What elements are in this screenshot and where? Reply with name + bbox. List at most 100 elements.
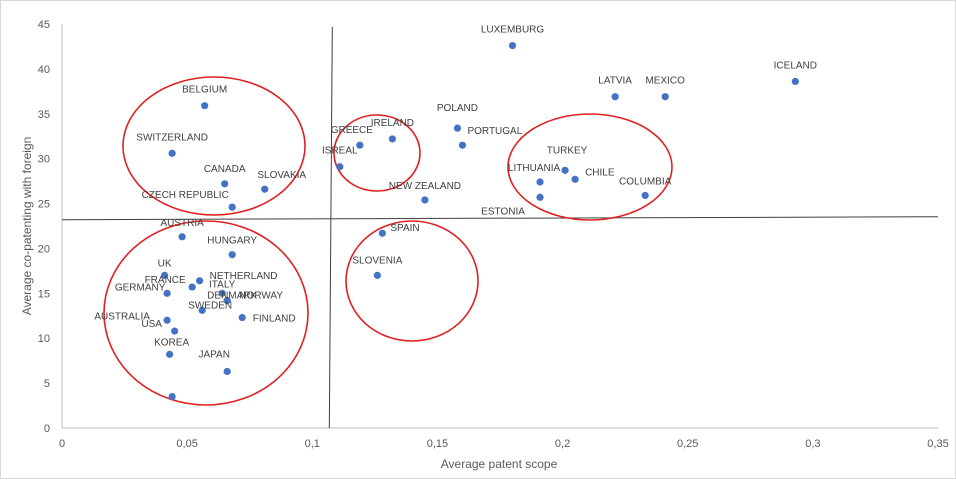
- point-label: CANADA: [204, 164, 246, 175]
- data-point: [356, 141, 364, 149]
- data-point: [223, 296, 231, 305]
- point-label: JAPAN: [198, 349, 230, 360]
- point-label: BELGIUM: [182, 85, 227, 96]
- point-label: ESTONIA: [481, 206, 525, 217]
- data-point: [611, 93, 619, 101]
- data-point: [171, 327, 179, 335]
- point-label: SLOVENIA: [352, 255, 402, 266]
- x-tick-label: 0,25: [677, 438, 698, 450]
- data-point: [458, 141, 467, 149]
- point-labels: LUXEMBURG ICELAND LATVIA MEXICO BELGIUM POLAN…: [94, 25, 817, 361]
- point-label: COLUMBIA: [619, 176, 672, 187]
- point-label: HUNGARY: [207, 236, 257, 247]
- data-point: [238, 313, 246, 322]
- point-label: ICELAND: [774, 60, 817, 71]
- point-label: UK: [158, 258, 172, 269]
- point-label: NORWAY: [239, 291, 283, 302]
- data-point: [163, 289, 171, 297]
- point-label: LATVIA: [598, 76, 632, 87]
- y-axis-title: Average co-patenting with foreign: [20, 137, 34, 316]
- data-point: [373, 271, 381, 279]
- y-tick-label: 45: [38, 19, 50, 31]
- data-point: [198, 306, 206, 314]
- x-tick-label: 0,35: [927, 438, 948, 450]
- point-label: POLAND: [437, 103, 478, 114]
- horizontal-reference-line: [61, 216, 939, 221]
- x-tick-label: 0,05: [176, 438, 197, 450]
- data-point: [223, 367, 231, 376]
- y-tick-label: 15: [38, 288, 50, 300]
- y-tick-label: 0: [44, 423, 50, 435]
- x-tick-label: 0,3: [805, 438, 820, 450]
- highlight-ellipses: [103, 76, 673, 406]
- data-point: [221, 180, 229, 188]
- data-point: [168, 149, 176, 157]
- data-point: [508, 41, 517, 50]
- y-tick-label: 25: [38, 199, 50, 211]
- data-point: [421, 196, 429, 204]
- data-points: [161, 41, 799, 401]
- data-point: [178, 233, 186, 241]
- point-label: SWITZERLAND: [136, 132, 208, 143]
- point-label: FRANCE: [145, 275, 186, 286]
- point-label: LITHUANIA: [508, 163, 561, 174]
- point-label: SWEDEN: [188, 300, 232, 311]
- data-point: [561, 166, 569, 174]
- data-point: [163, 316, 171, 324]
- data-point: [261, 185, 269, 193]
- data-point: [228, 251, 236, 259]
- point-label: IRELAND: [371, 118, 414, 129]
- point-label: FINLAND: [253, 314, 296, 325]
- y-tick-label: 40: [38, 64, 50, 76]
- tick-labels: 0 0,05 0,1 0,15 0,2 0,25 0,3 0,35 0 5 10 15 20 25 30 35…: [38, 19, 949, 450]
- x-tick-label: 0,1: [305, 438, 320, 450]
- point-label: GREECE: [331, 125, 374, 136]
- point-label: KOREA: [154, 337, 189, 348]
- highlight-ellipse-right: [507, 113, 673, 221]
- data-point: [571, 175, 579, 183]
- point-label: PORTUGAL: [467, 126, 522, 137]
- point-label: SLOVAKIA: [257, 170, 306, 181]
- point-label: NETHERLAND: [210, 271, 278, 282]
- axes: [61, 24, 938, 429]
- point-label: AUSTRALIA: [94, 311, 150, 322]
- x-tick-label: 0,2: [555, 438, 570, 450]
- y-tick-label: 10: [38, 333, 50, 345]
- point-label: SPAIN: [390, 223, 419, 234]
- point-label: MEXICO: [645, 76, 685, 87]
- data-point: [453, 124, 462, 132]
- highlight-ellipse-center-bottom: [345, 220, 479, 342]
- data-point: [641, 191, 649, 200]
- data-point: [378, 229, 386, 237]
- data-point: [218, 289, 226, 297]
- data-point: [196, 277, 204, 285]
- point-label: ISREAL: [322, 146, 358, 157]
- highlight-ellipse-center-top: [333, 114, 421, 192]
- data-point: [168, 392, 176, 401]
- y-tick-label: 20: [38, 243, 50, 255]
- data-point: [161, 271, 169, 279]
- highlight-ellipse-bottom-left: [103, 220, 309, 406]
- highlight-ellipse-top-left: [122, 76, 306, 216]
- point-label: CHILE: [585, 167, 615, 178]
- data-point: [661, 93, 669, 101]
- data-point: [336, 163, 344, 171]
- y-tick-label: 30: [38, 154, 50, 166]
- point-label: TURKEY: [547, 145, 588, 156]
- point-label: CZECH REPUBLIC: [142, 190, 229, 201]
- data-point: [188, 283, 196, 291]
- data-point: [228, 203, 236, 211]
- data-point: [536, 178, 544, 186]
- reference-lines: [61, 26, 939, 429]
- x-axis-title: Average patent scope: [441, 457, 558, 471]
- y-tick-label: 35: [38, 109, 50, 121]
- data-point: [201, 102, 209, 110]
- point-label: DENMARK: [207, 291, 257, 302]
- data-point: [166, 350, 174, 358]
- point-label: LUXEMBURG: [481, 25, 545, 36]
- point-label: ITALY: [209, 279, 236, 290]
- data-point: [536, 193, 544, 201]
- point-label: USA: [141, 319, 162, 330]
